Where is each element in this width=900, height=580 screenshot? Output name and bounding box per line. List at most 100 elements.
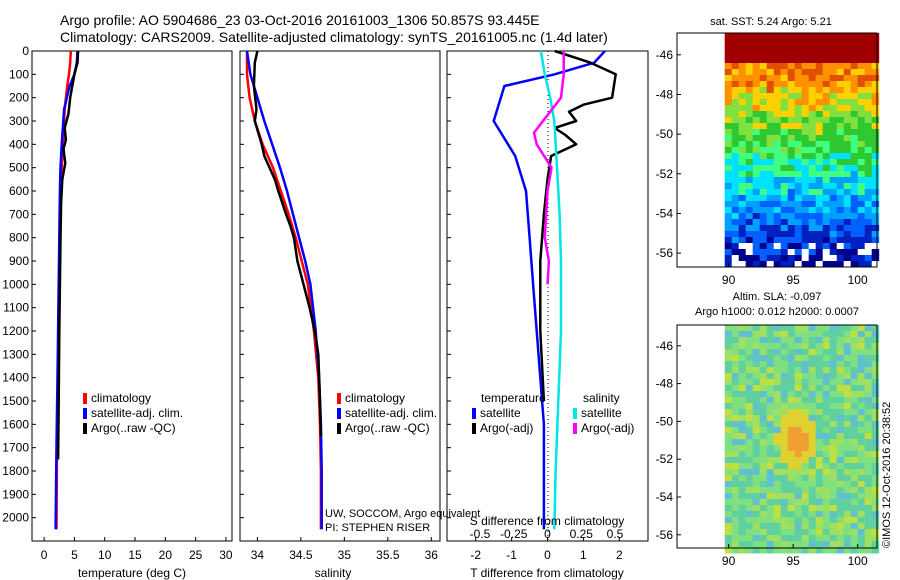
map-cell bbox=[843, 403, 852, 410]
sst-map-title: sat. SST: 5.24 Argo: 5.21 bbox=[710, 16, 832, 28]
map-cell bbox=[864, 213, 873, 220]
map-cell bbox=[815, 439, 824, 446]
map-cell bbox=[822, 343, 831, 350]
map-cell bbox=[864, 361, 873, 368]
map-cell bbox=[843, 385, 852, 392]
map-cell bbox=[780, 261, 789, 268]
map-cell bbox=[731, 183, 740, 190]
map-cell bbox=[829, 57, 838, 64]
map-cell bbox=[864, 415, 873, 422]
map-cell bbox=[731, 325, 740, 332]
map-cell bbox=[857, 57, 866, 64]
map-cell bbox=[871, 225, 880, 232]
map-cell bbox=[787, 343, 796, 350]
map-cell bbox=[801, 105, 810, 112]
map-cell bbox=[815, 535, 824, 542]
map-cell bbox=[836, 433, 845, 440]
legend-swatch bbox=[573, 423, 577, 434]
map-cell bbox=[787, 45, 796, 52]
map-cell bbox=[843, 183, 852, 190]
map-cell bbox=[787, 433, 796, 440]
map-cell bbox=[829, 171, 838, 178]
map-cell bbox=[787, 451, 796, 458]
map-cell bbox=[815, 45, 824, 52]
map-cell bbox=[752, 457, 761, 464]
map-cell bbox=[857, 213, 866, 220]
map-cell bbox=[808, 403, 817, 410]
map-cell bbox=[794, 445, 803, 452]
difference-panel: -2 -1 0 1 2-0.5 -0.25 0 0.25 0.5 T difference fr… bbox=[446, 49, 649, 580]
map-cell bbox=[843, 535, 852, 542]
map-cell bbox=[731, 445, 740, 452]
map-cell bbox=[843, 33, 852, 40]
map-cell bbox=[822, 529, 831, 536]
map-cell bbox=[836, 535, 845, 542]
map-cell bbox=[724, 195, 733, 202]
map-cell bbox=[829, 129, 838, 136]
map-cell bbox=[766, 249, 775, 256]
map-cell bbox=[724, 493, 733, 500]
map-cell bbox=[815, 415, 824, 422]
map-cell bbox=[787, 337, 796, 344]
map-cell bbox=[766, 255, 775, 262]
map-cell bbox=[759, 75, 768, 82]
map-cell bbox=[766, 361, 775, 368]
map-cell bbox=[843, 481, 852, 488]
map-cell bbox=[759, 535, 768, 542]
map-cell bbox=[864, 451, 873, 458]
map-cell bbox=[724, 93, 733, 100]
map-cell bbox=[829, 183, 838, 190]
map-cell bbox=[787, 153, 796, 160]
map-cell bbox=[815, 379, 824, 386]
map-cell bbox=[752, 397, 761, 404]
map-cell bbox=[787, 183, 796, 190]
map-cell bbox=[836, 51, 845, 58]
map-cell bbox=[864, 177, 873, 184]
map-cell bbox=[780, 189, 789, 196]
map-cell bbox=[731, 261, 740, 268]
map-cell bbox=[759, 493, 768, 500]
map-cell bbox=[864, 349, 873, 356]
map-cell bbox=[836, 141, 845, 148]
map-cell bbox=[829, 451, 838, 458]
map-cell bbox=[787, 349, 796, 356]
map-cell bbox=[731, 249, 740, 256]
map-cell bbox=[738, 255, 747, 262]
map-cell bbox=[857, 141, 866, 148]
map-cell bbox=[815, 153, 824, 160]
map-cell bbox=[857, 517, 866, 524]
map-cell bbox=[843, 373, 852, 380]
map-cell bbox=[864, 69, 873, 76]
map-cell bbox=[843, 379, 852, 386]
map-cell bbox=[801, 517, 810, 524]
map-cell bbox=[759, 219, 768, 226]
map-cell bbox=[801, 499, 810, 506]
map-cell bbox=[731, 189, 740, 196]
map-cell bbox=[773, 475, 782, 482]
map-cell bbox=[766, 535, 775, 542]
map-cell bbox=[829, 463, 838, 470]
lon-tick-label: 90 bbox=[722, 554, 736, 568]
map-cell bbox=[773, 51, 782, 58]
map-cell bbox=[808, 427, 817, 434]
map-cell bbox=[801, 45, 810, 52]
map-cell bbox=[752, 81, 761, 88]
map-cell bbox=[836, 475, 845, 482]
map-cell bbox=[724, 427, 733, 434]
map-cell bbox=[752, 451, 761, 458]
map-cell bbox=[724, 457, 733, 464]
map-cell bbox=[752, 213, 761, 220]
map-cell bbox=[787, 505, 796, 512]
map-cell bbox=[801, 439, 810, 446]
map-cell bbox=[766, 391, 775, 398]
map-cell bbox=[822, 195, 831, 202]
map-cell bbox=[724, 87, 733, 94]
map-cell bbox=[850, 391, 859, 398]
map-cell bbox=[836, 403, 845, 410]
map-cell bbox=[864, 237, 873, 244]
map-cell bbox=[738, 523, 747, 530]
map-cell bbox=[871, 541, 880, 548]
map-cell bbox=[773, 69, 782, 76]
map-cell bbox=[815, 39, 824, 46]
map-cell bbox=[738, 81, 747, 88]
